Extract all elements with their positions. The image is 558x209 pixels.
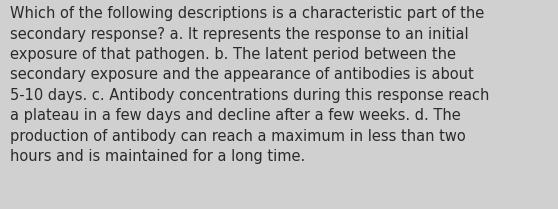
- Text: Which of the following descriptions is a characteristic part of the
secondary re: Which of the following descriptions is a…: [10, 6, 489, 164]
